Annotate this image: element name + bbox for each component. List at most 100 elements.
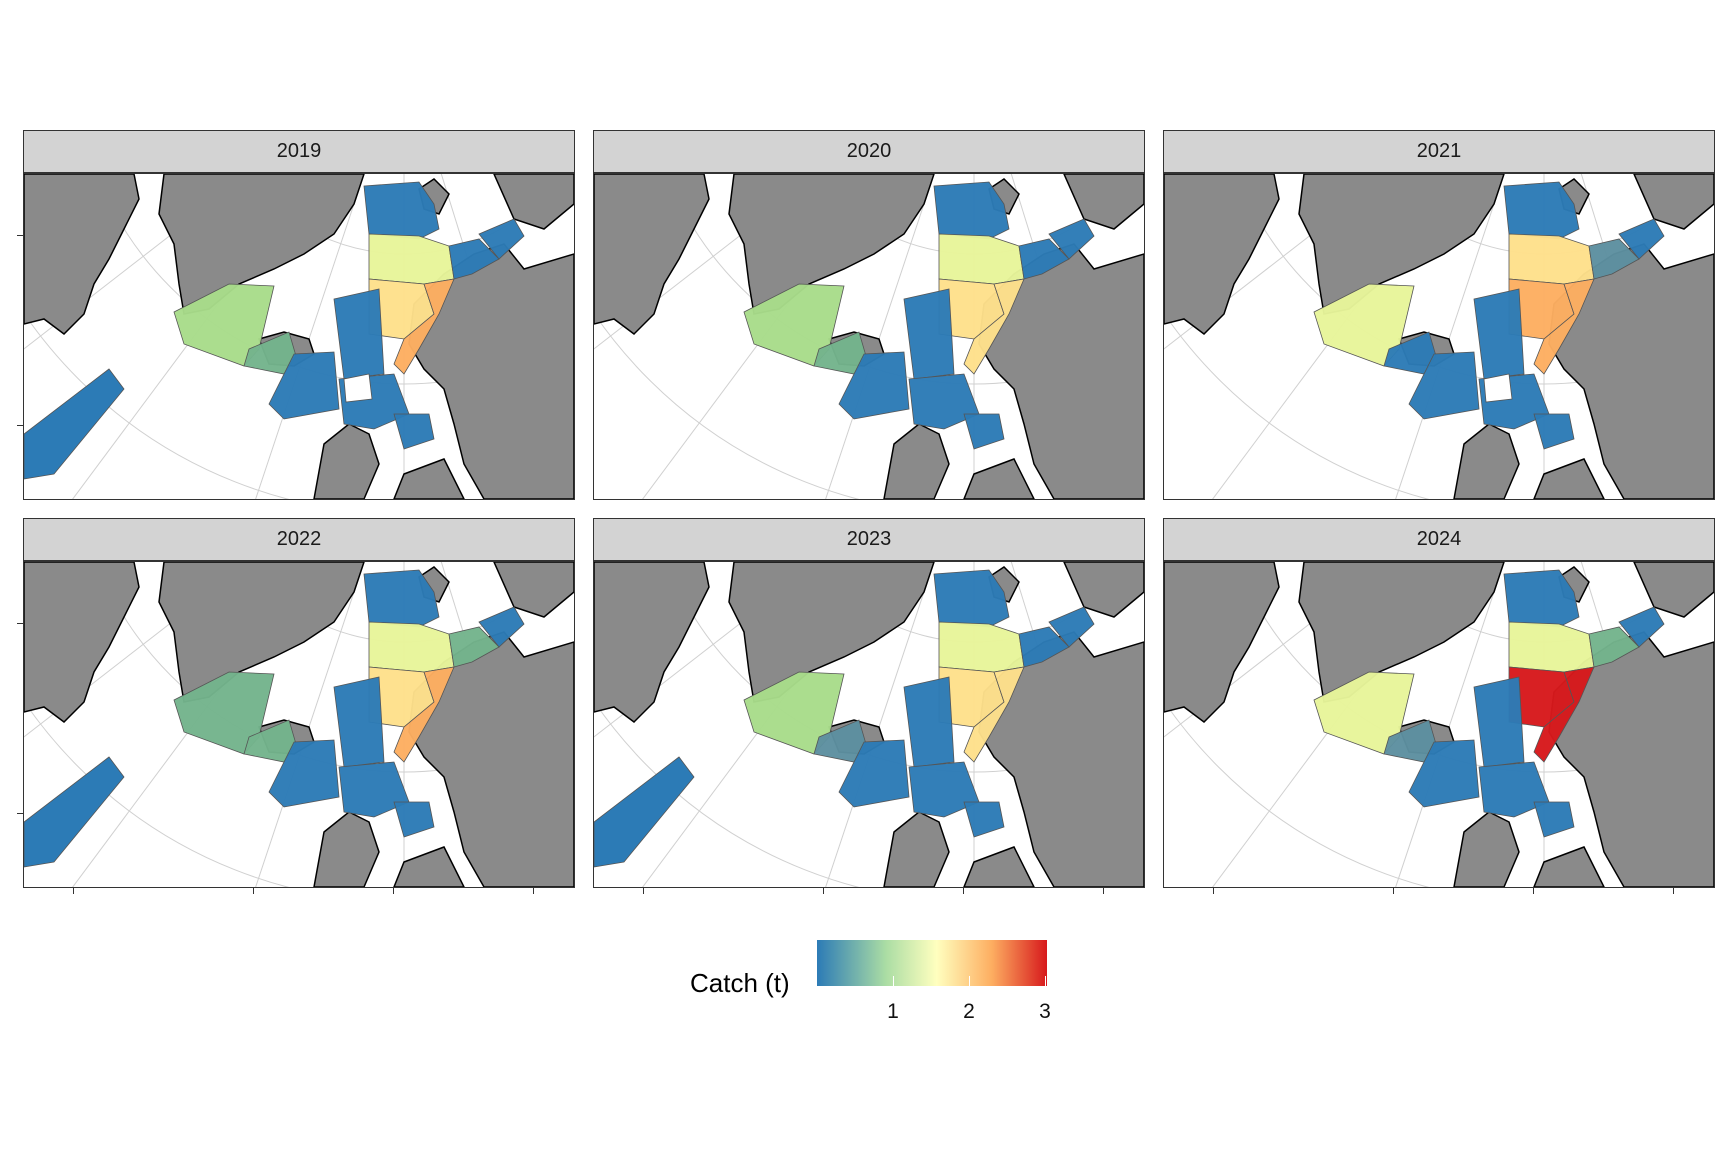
canada-land <box>24 562 140 723</box>
novaya-zemlya-land <box>1633 174 1714 230</box>
map-svg <box>594 562 1144 887</box>
coastal-strip-area <box>1533 666 1595 763</box>
barents-west-area <box>368 233 455 285</box>
axis-tick-left <box>17 623 23 624</box>
europe-south-land <box>393 846 465 887</box>
legend-colorbar <box>817 940 1047 986</box>
coastal-strip-area <box>393 278 455 375</box>
panel-strip-label: 2023 <box>593 518 1145 561</box>
canada-land <box>24 174 140 335</box>
legend-tick-3 <box>1045 976 1046 986</box>
map-panel-2022: 2022 <box>17 518 575 894</box>
far-west-area <box>594 756 695 868</box>
map-panel-2024: 2024 <box>1163 518 1715 894</box>
axis-tick-bottom <box>73 888 74 894</box>
graticule-meridian <box>24 174 251 350</box>
legend: Catch (t) 1 2 3 <box>690 940 1070 1030</box>
graticule-meridian <box>255 174 365 499</box>
excluded-area <box>1483 373 1513 403</box>
north-sea-north-area <box>903 288 955 380</box>
coastal-strip-area <box>963 278 1025 375</box>
europe-south-land <box>963 846 1035 887</box>
graticule-meridian <box>24 562 251 738</box>
axis-tick-left <box>17 813 23 814</box>
europe-south-land <box>393 458 465 499</box>
map-panel-2023: 2023 <box>593 518 1145 894</box>
map-svg <box>24 174 574 499</box>
skagerrak-area <box>963 413 1005 450</box>
skagerrak-area <box>963 801 1005 838</box>
barents-east-area <box>1018 238 1070 280</box>
north-sea-north-area <box>1473 288 1525 380</box>
greenland-land <box>158 174 365 315</box>
panel-strip-label: 2019 <box>23 130 575 173</box>
barents-west-area <box>368 621 455 673</box>
legend-label-1: 1 <box>887 1000 899 1023</box>
skagerrak-area <box>393 801 435 838</box>
novaya-zemlya-land <box>493 174 574 230</box>
canada-land <box>1164 174 1280 335</box>
coastal-strip-area <box>963 666 1025 763</box>
barents-west-area <box>938 621 1025 673</box>
canada-land <box>1164 562 1280 723</box>
graticule-meridian <box>594 174 821 350</box>
legend-label-3: 3 <box>1039 1000 1051 1023</box>
map-area <box>593 173 1145 500</box>
kola-area <box>478 218 525 260</box>
legend-tick-1 <box>893 976 894 986</box>
british-isles-land <box>313 423 380 499</box>
faroe-area <box>1408 351 1480 420</box>
europe-south-land <box>963 458 1035 499</box>
faroe-area <box>838 351 910 420</box>
kola-area <box>478 606 525 648</box>
greenland-land <box>1298 562 1505 703</box>
legend-title: Catch (t) <box>690 968 790 998</box>
canada-land <box>594 174 710 335</box>
coastal-strip-area <box>1533 278 1595 375</box>
north-sea-north-area <box>903 676 955 768</box>
graticule-meridian <box>594 562 821 738</box>
kola-area <box>1618 606 1665 648</box>
map-panel-2021: 2021 <box>1163 130 1715 500</box>
excluded-area <box>343 373 373 403</box>
far-west-area <box>24 756 125 868</box>
greenland-land <box>728 174 935 315</box>
graticule-meridian <box>1395 562 1505 887</box>
novaya-zemlya-land <box>1063 562 1144 618</box>
panel-strip-label: 2020 <box>593 130 1145 173</box>
graticule-meridian <box>825 174 935 499</box>
skagerrak-area <box>1533 413 1575 450</box>
axis-tick-bottom <box>823 888 824 894</box>
axis-tick-bottom <box>963 888 964 894</box>
map-area <box>1163 173 1715 500</box>
axis-tick-bottom <box>533 888 534 894</box>
far-west-area <box>24 368 125 480</box>
axis-tick-left <box>17 235 23 236</box>
faroe-area <box>838 739 910 808</box>
barents-east-area <box>1588 626 1640 668</box>
north-sea-north-area <box>333 288 385 380</box>
kola-area <box>1048 218 1095 260</box>
novaya-zemlya-land <box>1063 174 1144 230</box>
map-svg <box>1164 174 1714 499</box>
map-panel-2019: 2019 <box>17 130 575 500</box>
barents-east-area <box>1018 626 1070 668</box>
graticule-meridian <box>1164 562 1391 738</box>
axis-tick-left <box>17 425 23 426</box>
north-sea-north-area <box>333 676 385 768</box>
greenland-land <box>158 562 365 703</box>
panel-strip-label: 2021 <box>1163 130 1715 173</box>
axis-tick-bottom <box>1673 888 1674 894</box>
axis-tick-bottom <box>393 888 394 894</box>
map-panel-2020: 2020 <box>593 130 1145 500</box>
axis-tick-bottom <box>1103 888 1104 894</box>
graticule-meridian <box>825 562 935 887</box>
faroe-area <box>268 739 340 808</box>
graticule-meridian <box>1395 174 1505 499</box>
novaya-zemlya-land <box>493 562 574 618</box>
axis-tick-bottom <box>253 888 254 894</box>
barents-west-area <box>938 233 1025 285</box>
british-isles-land <box>883 811 950 887</box>
map-svg <box>1164 562 1714 887</box>
panel-strip-label: 2022 <box>23 518 575 561</box>
